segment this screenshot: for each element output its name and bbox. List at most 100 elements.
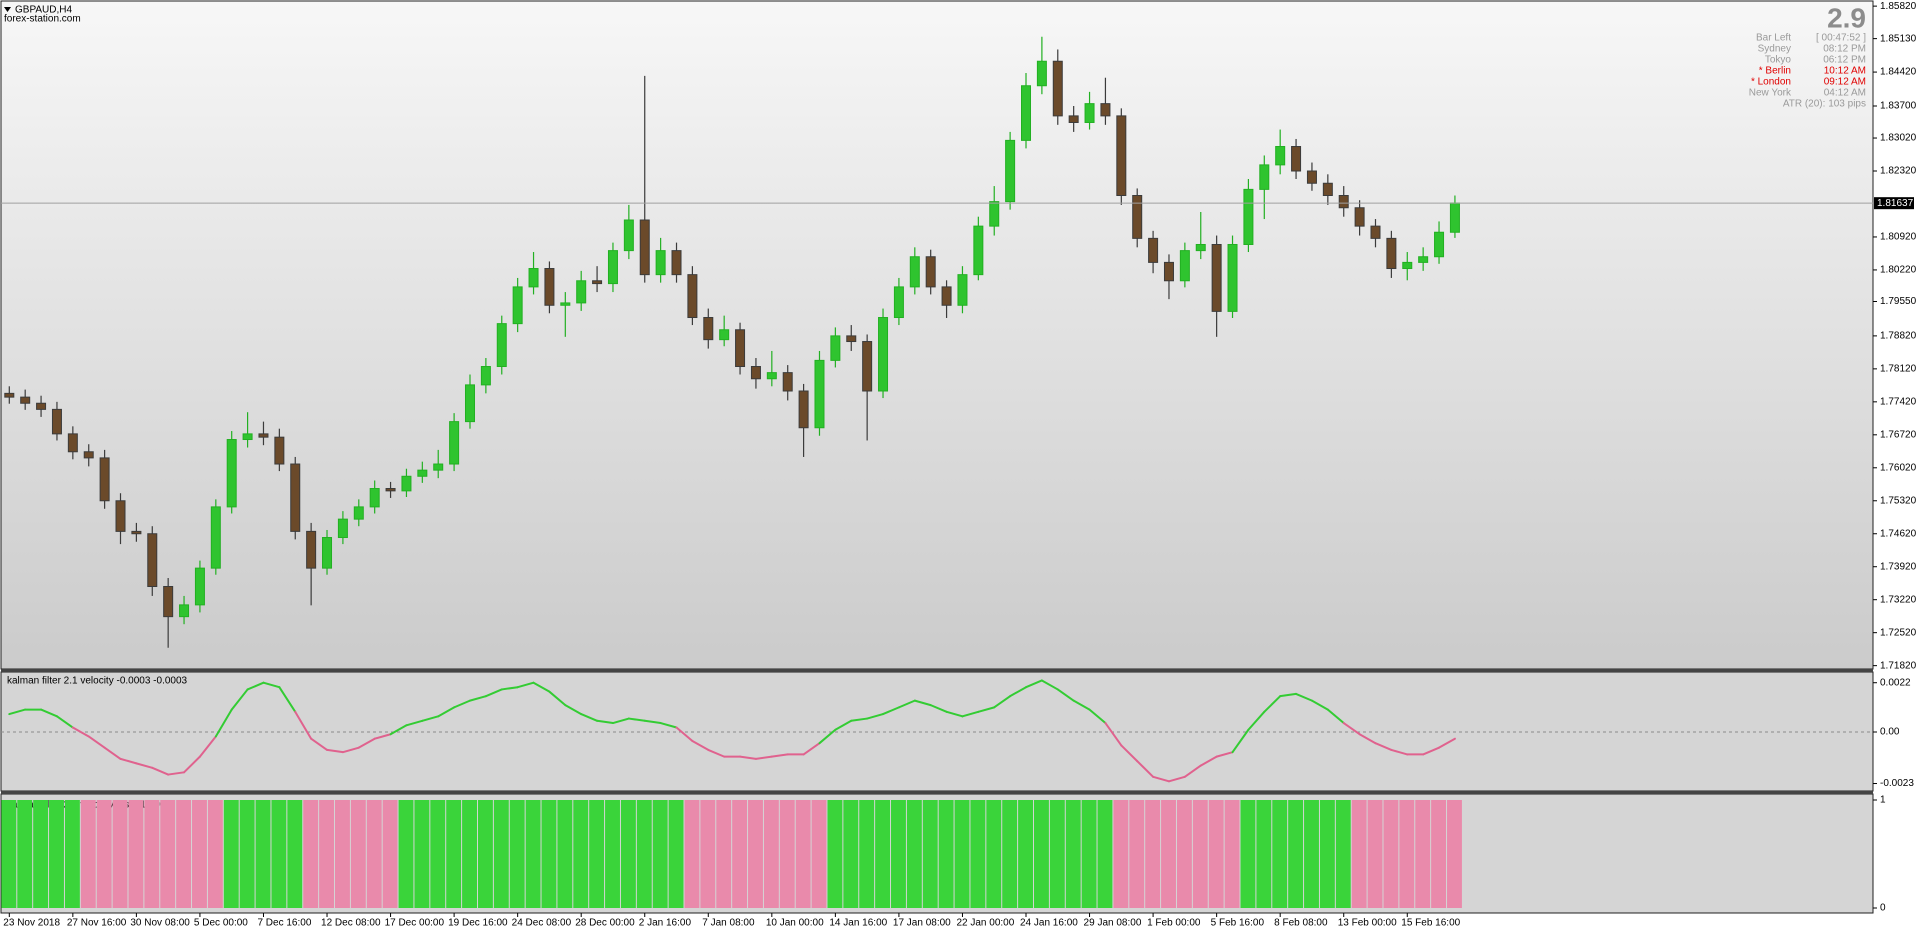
histo-bar bbox=[509, 800, 525, 908]
velocity-segment bbox=[71, 726, 90, 738]
y-tick-label: 1.76720 bbox=[1880, 429, 1916, 440]
histo-bar bbox=[827, 800, 843, 908]
x-tick-label: 5 Dec 00:00 bbox=[194, 918, 248, 929]
info-label: Sydney bbox=[1758, 44, 1791, 55]
histo-bar bbox=[891, 800, 906, 908]
candle-body bbox=[179, 604, 190, 618]
candle-body bbox=[1021, 85, 1032, 141]
velocity-segment bbox=[1358, 733, 1377, 745]
histo-bar bbox=[33, 800, 49, 908]
x-tick-label: 13 Feb 00:00 bbox=[1338, 918, 1397, 929]
menu-arrow[interactable] bbox=[4, 7, 11, 12]
histo-bar bbox=[430, 800, 446, 908]
histo-bar bbox=[811, 800, 827, 908]
candle-body bbox=[274, 436, 285, 465]
candle-body bbox=[1402, 261, 1413, 270]
histo-bar bbox=[1415, 800, 1431, 908]
histo-bar bbox=[1319, 800, 1335, 908]
candle-body bbox=[385, 488, 396, 492]
velocity-segment bbox=[993, 695, 1012, 709]
atr: ATR (20): 103 pips bbox=[1783, 99, 1866, 110]
velocity-segment bbox=[532, 681, 551, 693]
velocity-segment bbox=[1279, 692, 1298, 698]
velocity-segment bbox=[1104, 722, 1123, 747]
candle-body bbox=[1434, 231, 1445, 258]
histo-bar bbox=[64, 800, 80, 908]
velocity-segment bbox=[850, 717, 869, 722]
histo-bar bbox=[652, 800, 668, 908]
histo-bar bbox=[398, 800, 414, 908]
candle-body bbox=[560, 302, 571, 306]
histo-bar bbox=[96, 800, 112, 908]
y-tick-label: 0 bbox=[1880, 903, 1886, 914]
candle-body bbox=[623, 219, 634, 252]
candle-body bbox=[1163, 261, 1174, 282]
velocity-segment bbox=[739, 755, 757, 760]
velocity-segment bbox=[866, 713, 885, 720]
main-panel bbox=[0, 0, 1874, 670]
histo-bar bbox=[906, 800, 922, 908]
histo-bar bbox=[1129, 800, 1145, 908]
x-tick-label: 17 Dec 00:00 bbox=[385, 918, 445, 929]
info-label: New York bbox=[1749, 88, 1792, 99]
histo-bar bbox=[938, 800, 954, 908]
velocity-segment bbox=[1136, 760, 1155, 778]
candle-body bbox=[1243, 188, 1254, 245]
info-label: * London bbox=[1751, 77, 1791, 88]
candle-body bbox=[353, 506, 364, 520]
x-tick-label: 19 Dec 16:00 bbox=[448, 918, 508, 929]
candle-body bbox=[1418, 256, 1429, 263]
histo-bar bbox=[557, 800, 573, 908]
indicator-title: kalman filter 2.1 velocity -0.0003 -0.00… bbox=[7, 676, 188, 687]
candle-body bbox=[401, 475, 412, 492]
candle-body bbox=[480, 366, 491, 386]
candle-body bbox=[687, 274, 698, 319]
y-tick-label: 1.73220 bbox=[1880, 594, 1916, 605]
x-tick-label: 10 Jan 00:00 bbox=[766, 918, 824, 929]
histo-bar bbox=[1256, 800, 1272, 908]
candle-body bbox=[1132, 195, 1143, 239]
info-label: Tokyo bbox=[1765, 55, 1792, 66]
histo-bar bbox=[477, 800, 493, 908]
x-tick-label: 5 Feb 16:00 bbox=[1211, 918, 1265, 929]
velocity-segment bbox=[1247, 710, 1266, 731]
velocity-segment bbox=[548, 690, 567, 707]
x-tick-label: 2 Jan 16:00 bbox=[639, 918, 692, 929]
y-tick-label: 1.83700 bbox=[1880, 101, 1916, 112]
histo-bar bbox=[350, 800, 366, 908]
velocity-segment bbox=[87, 735, 106, 749]
y-tick-label: 1.78820 bbox=[1880, 331, 1916, 342]
candle-body bbox=[512, 286, 523, 325]
candle-body bbox=[4, 392, 15, 398]
histo-bar bbox=[319, 800, 335, 908]
histo-bar bbox=[1431, 800, 1447, 908]
candle-body bbox=[306, 530, 317, 569]
histo-bar bbox=[160, 800, 176, 908]
histo-bar bbox=[49, 800, 64, 908]
candle-body bbox=[1370, 225, 1381, 239]
candle-body bbox=[1084, 103, 1095, 123]
velocity-segment bbox=[55, 715, 74, 729]
candle-body bbox=[290, 463, 301, 532]
current-price-label: 1.81637 bbox=[1877, 198, 1914, 209]
x-tick-label: 22 Jan 00:00 bbox=[956, 918, 1014, 929]
y-tick-label: 0.0022 bbox=[1880, 677, 1911, 688]
candle-body bbox=[1005, 139, 1016, 203]
candle-body bbox=[1179, 250, 1190, 282]
x-tick-label: 23 Nov 2018 bbox=[3, 918, 60, 929]
info-value: [ 00:47:52 ] bbox=[1816, 33, 1866, 44]
velocity-segment bbox=[1183, 764, 1202, 778]
candle-body bbox=[1386, 237, 1397, 270]
velocity-segment bbox=[659, 722, 678, 729]
candle-body bbox=[369, 488, 380, 508]
candle-body bbox=[496, 323, 507, 368]
candle-body bbox=[1068, 115, 1079, 123]
candle-body bbox=[242, 433, 253, 441]
velocity-segment bbox=[135, 762, 154, 769]
histo-bar bbox=[859, 800, 875, 908]
y-tick-label: 1.73920 bbox=[1880, 561, 1916, 572]
histo-bar bbox=[335, 800, 350, 908]
histo-bar bbox=[1049, 800, 1065, 908]
histo-bar bbox=[684, 800, 700, 908]
velocity-segment bbox=[230, 688, 249, 711]
